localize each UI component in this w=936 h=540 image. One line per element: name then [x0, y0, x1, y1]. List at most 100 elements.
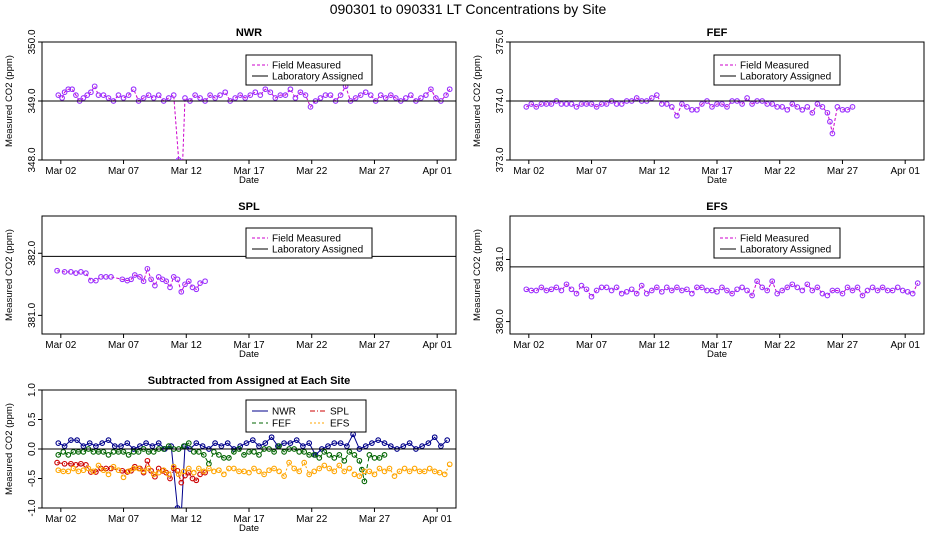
- data-point: [362, 443, 369, 449]
- x-tick-label: Mar 27: [359, 340, 391, 351]
- data-point: [709, 104, 715, 110]
- data-point: [148, 276, 154, 283]
- data-point: [336, 462, 343, 469]
- y-tick-label: -0.5: [27, 469, 38, 487]
- data-point: [849, 104, 856, 110]
- data-point: [325, 443, 331, 449]
- chart-panel-spl: SPL Mar 02 Mar 07 Mar 12 Mar 17 Mar 22 Mar 27 A…: [4, 201, 457, 360]
- data-point: [61, 89, 68, 96]
- data-point: [568, 101, 575, 107]
- x-axis-label: Date: [239, 523, 259, 534]
- y-axis-label: Measured CO2 (ppm): [4, 55, 15, 147]
- data-point: [341, 468, 348, 475]
- data-point: [774, 290, 781, 297]
- data-point: [272, 95, 279, 101]
- data-point: [658, 288, 665, 295]
- series-line-field-measured: [526, 94, 853, 134]
- y-tick-label: 382.0: [27, 240, 38, 265]
- data-point: [739, 101, 745, 107]
- data-point: [86, 440, 93, 446]
- data-point: [331, 455, 338, 461]
- data-point: [779, 287, 786, 294]
- data-point: [633, 290, 640, 297]
- data-point: [251, 449, 257, 455]
- x-tick-label: Mar 17: [701, 166, 733, 177]
- data-point: [125, 92, 132, 98]
- data-point: [371, 471, 378, 478]
- data-point: [174, 467, 181, 474]
- data-point: [241, 468, 247, 475]
- data-point: [668, 287, 675, 294]
- data-point: [152, 282, 158, 289]
- data-point: [804, 281, 811, 288]
- data-point: [110, 449, 117, 455]
- data-point: [357, 92, 364, 98]
- data-point: [628, 286, 635, 293]
- legend-label: Field Measured: [272, 61, 341, 72]
- data-point: [684, 286, 690, 293]
- data-point: [438, 443, 444, 449]
- x-tick-label: Mar 22: [296, 514, 328, 525]
- x-tick-label: Apr 01: [422, 166, 452, 177]
- data-point: [175, 157, 182, 160]
- data-point: [287, 440, 294, 446]
- y-tick-label: 381.0: [495, 247, 506, 272]
- plot-title: FEF: [707, 27, 728, 39]
- data-point: [54, 267, 60, 274]
- data-point: [150, 449, 157, 455]
- data-point: [80, 95, 87, 101]
- data-point: [95, 462, 102, 469]
- data-point: [306, 440, 313, 446]
- data-point: [543, 287, 550, 294]
- data-point: [150, 471, 157, 478]
- data-point: [327, 92, 334, 98]
- data-point: [192, 92, 198, 98]
- plot-title: SPL: [238, 201, 260, 213]
- data-point: [618, 101, 625, 107]
- data-point: [699, 101, 705, 107]
- legend-label: Laboratory Assigned: [740, 245, 831, 256]
- x-tick-label: Mar 07: [108, 340, 140, 351]
- data-point: [301, 459, 308, 466]
- x-tick-label: Mar 02: [45, 166, 77, 177]
- data-point: [84, 92, 91, 98]
- data-point: [538, 284, 545, 291]
- data-point: [206, 460, 212, 467]
- data-point: [185, 278, 192, 285]
- data-point: [387, 443, 394, 449]
- data-point: [80, 449, 87, 455]
- data-point: [170, 463, 177, 470]
- data-point: [909, 290, 916, 297]
- data-point: [241, 452, 247, 458]
- x-tick-label: Mar 22: [296, 340, 328, 351]
- data-point: [207, 92, 213, 98]
- data-point: [218, 443, 225, 449]
- data-point: [216, 467, 222, 474]
- data-point: [105, 95, 112, 101]
- data-point: [144, 457, 151, 464]
- data-point: [180, 468, 187, 475]
- y-axis-label: Measured CO2 (ppm): [472, 229, 483, 321]
- data-point: [361, 478, 368, 485]
- series-line-field-measured: [57, 267, 206, 294]
- data-point: [54, 459, 60, 466]
- x-tick-label: Mar 22: [764, 340, 796, 351]
- data-point: [165, 471, 172, 478]
- data-point: [613, 284, 620, 291]
- data-point: [563, 281, 570, 288]
- legend-box: [713, 227, 841, 259]
- data-point: [83, 270, 89, 276]
- data-point: [618, 290, 625, 297]
- legend-label: NWR: [272, 407, 296, 418]
- data-point: [839, 290, 846, 297]
- data-point: [799, 287, 806, 294]
- x-tick-label: Mar 17: [233, 514, 265, 525]
- data-point: [237, 92, 244, 98]
- data-point: [729, 290, 735, 297]
- data-point: [167, 284, 173, 291]
- data-point: [794, 284, 801, 291]
- data-point: [603, 101, 610, 107]
